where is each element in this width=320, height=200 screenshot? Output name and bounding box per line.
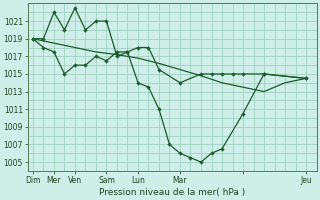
X-axis label: Pression niveau de la mer( hPa ): Pression niveau de la mer( hPa ) bbox=[99, 188, 245, 197]
